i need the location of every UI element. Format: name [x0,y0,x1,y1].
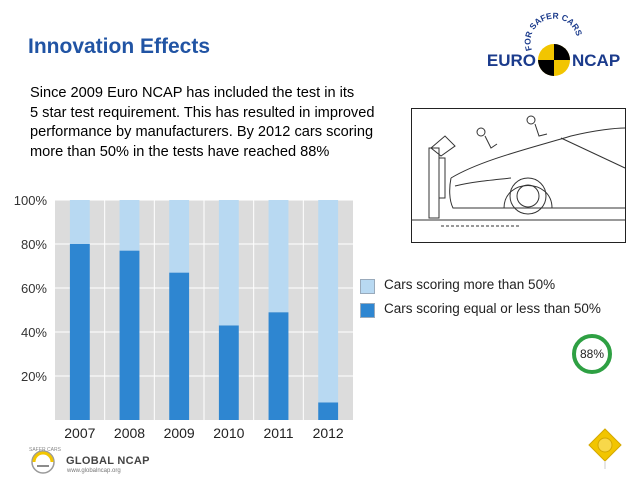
bar-segment-more [119,200,140,251]
intro-line: 5 star test requirement. This has result… [30,104,375,121]
bar-segment-less [119,250,140,420]
bar-segment-more [69,200,90,244]
bar-segment-more [318,200,339,403]
slide-title: Innovation Effects [28,35,211,58]
bar-segment-more [268,200,289,313]
global-tagline: SAFER CARS [29,447,62,453]
y-tick-label: 60% [21,281,47,296]
bars [69,200,339,420]
highlight-badge: 88% [572,334,612,374]
bar-segment-more [218,200,239,326]
x-tick-labels: 2007 2008 2009 2010 2011 2012 [64,425,344,440]
x-tick-label: 2008 [114,425,145,440]
logo-right-text: NCAP [572,51,620,70]
global-ncap-logo: SAFER CARS [29,447,62,474]
logo-left-text: EURO [487,51,536,70]
legend-swatch-more [360,279,375,294]
legend-label-less: Cars scoring equal or less than 50% [384,301,601,316]
x-tick-label: 2009 [164,425,195,440]
global-ncap-text: GLOBAL NCAP [66,455,150,467]
x-tick-label: 2007 [64,425,95,440]
intro-text: Since 2009 Euro NCAP has included the te… [30,84,420,162]
stacked-bar-chart: 20% 40% 60% 80% 100% 2007 2008 2009 2010 2011 201… [14,193,353,440]
bar-segment-less [318,402,339,420]
pedestrian-test-diagram [411,108,626,243]
y-tick-label: 100% [14,193,48,208]
y-tick-labels: 20% 40% 60% 80% 100% [14,193,48,384]
logo-roundel [538,44,570,76]
bar-segment-less [69,244,90,420]
global-ncap-url: www.globalncap.org [67,468,121,474]
x-tick-label: 2011 [263,425,293,440]
bar-segment-less [268,312,289,420]
y-tick-label: 20% [21,369,47,384]
y-tick-label: 40% [21,325,47,340]
bar-segment-less [169,272,190,420]
gridlines [55,199,353,420]
x-tick-label: 2010 [213,425,244,440]
intro-line: more than 50% in the tests have reached … [30,143,330,160]
euro-ncap-logo: FOR SAFER CARS EURO NCAP [487,12,620,76]
bar-segment-less [218,325,239,420]
legend-swatch-less [360,303,375,318]
intro-line: Since 2009 Euro NCAP has included the te… [30,85,355,101]
x-tick-label: 2012 [313,425,344,440]
intro-line: performance by manufacturers. By 2012 ca… [30,124,374,140]
legend-label-more: Cars scoring more than 50% [384,277,556,292]
y-tick-label: 80% [21,237,47,252]
bar-segment-more [169,200,190,273]
corner-badge-icon [588,428,622,469]
